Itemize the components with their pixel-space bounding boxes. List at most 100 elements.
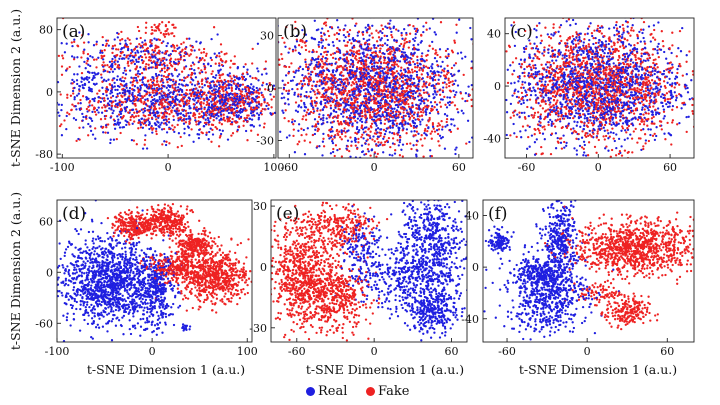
scatter-point	[156, 112, 159, 115]
scatter-point	[419, 110, 423, 114]
scatter-point	[173, 46, 176, 49]
scatter-point	[303, 139, 306, 142]
scatter-point	[278, 58, 281, 61]
scatter-point	[136, 49, 139, 52]
scatter-point	[160, 106, 164, 109]
scatter-point	[123, 93, 126, 96]
scatter-point	[190, 67, 193, 71]
scatter-point	[136, 25, 140, 29]
scatter-point	[115, 48, 118, 51]
scatter-point	[325, 53, 328, 57]
scatter-point	[395, 39, 398, 42]
scatter-point	[108, 70, 111, 74]
scatter-point	[348, 104, 352, 107]
scatter-point	[111, 65, 114, 69]
scatter-point	[367, 65, 370, 68]
scatter-point	[60, 42, 63, 45]
scatter-point	[71, 44, 74, 48]
scatter-point	[199, 115, 203, 119]
scatter-point	[361, 128, 365, 131]
scatter-point	[360, 47, 363, 50]
scatter-point	[357, 141, 360, 144]
scatter-point	[194, 87, 197, 90]
scatter-point	[417, 104, 421, 107]
scatter-point	[342, 28, 345, 32]
scatter-point	[330, 63, 333, 67]
scatter-point	[430, 154, 434, 158]
scatter-point	[264, 108, 267, 111]
scatter-point	[213, 52, 216, 55]
scatter-point	[400, 7, 402, 9]
points-b	[267, 7, 537, 158]
scatter-point	[161, 21, 164, 24]
scatter-point	[233, 55, 236, 58]
scatter-point	[123, 53, 126, 57]
scatter-point	[224, 61, 227, 64]
scatter-point	[338, 130, 341, 133]
scatter-point	[408, 39, 411, 43]
scatter-point	[151, 48, 154, 52]
scatter-point	[364, 116, 367, 119]
scatter-point	[440, 119, 443, 123]
scatter-point	[446, 114, 449, 117]
scatter-point	[464, 92, 468, 95]
scatter-point	[392, 56, 396, 59]
scatter-point	[297, 104, 301, 107]
scatter-point	[267, 78, 269, 80]
scatter-point	[190, 128, 193, 131]
scatter-point	[535, 61, 537, 63]
scatter-point	[158, 22, 161, 26]
scatter-point	[377, 44, 380, 47]
scatter-point	[392, 72, 395, 75]
scatter-point	[323, 33, 326, 36]
scatter-point	[322, 22, 326, 25]
scatter-point	[151, 55, 154, 58]
scatter-point	[63, 119, 66, 122]
scatter-point	[325, 117, 328, 120]
scatter-point	[148, 127, 151, 131]
scatter-point	[193, 49, 196, 52]
scatter-point	[227, 98, 230, 101]
scatter-point	[219, 132, 223, 136]
scatter-point	[179, 53, 182, 57]
scatter-point	[417, 111, 420, 114]
scatter-point	[160, 15, 162, 17]
scatter-point	[144, 98, 147, 101]
scatter-point	[362, 104, 366, 107]
scatter-point	[150, 95, 154, 99]
scatter-point	[331, 100, 335, 104]
scatter-point	[385, 34, 389, 38]
scatter-point	[415, 73, 419, 77]
scatter-point	[119, 108, 123, 112]
scatter-point	[292, 123, 295, 126]
scatter-point	[152, 114, 156, 117]
scatter-point	[316, 107, 319, 110]
scatter-point	[188, 120, 191, 123]
scatter-point	[65, 42, 68, 45]
scatter-point	[176, 114, 179, 117]
scatter-point	[394, 78, 397, 81]
scatter-point	[127, 64, 130, 67]
scatter-point	[344, 108, 347, 111]
scatter-point	[360, 66, 363, 70]
scatter-point	[124, 77, 127, 80]
scatter-point	[317, 90, 320, 94]
scatter-point	[417, 132, 420, 135]
scatter-point	[210, 100, 213, 103]
scatter-point	[95, 58, 98, 61]
scatter-point	[78, 31, 81, 34]
scatter-point	[400, 50, 403, 54]
scatter-point	[414, 32, 417, 36]
scatter-point	[95, 66, 98, 69]
scatter-point	[189, 111, 192, 115]
scatter-point	[124, 39, 127, 42]
scatter-point	[273, 87, 276, 91]
scatter-point	[412, 116, 416, 120]
scatter-point	[439, 98, 443, 101]
scatter-point	[317, 65, 321, 68]
scatter-point	[198, 72, 202, 75]
scatter-point	[101, 35, 104, 39]
scatter-point	[348, 38, 351, 42]
scatter-point	[327, 43, 330, 46]
scatter-point	[197, 116, 201, 119]
